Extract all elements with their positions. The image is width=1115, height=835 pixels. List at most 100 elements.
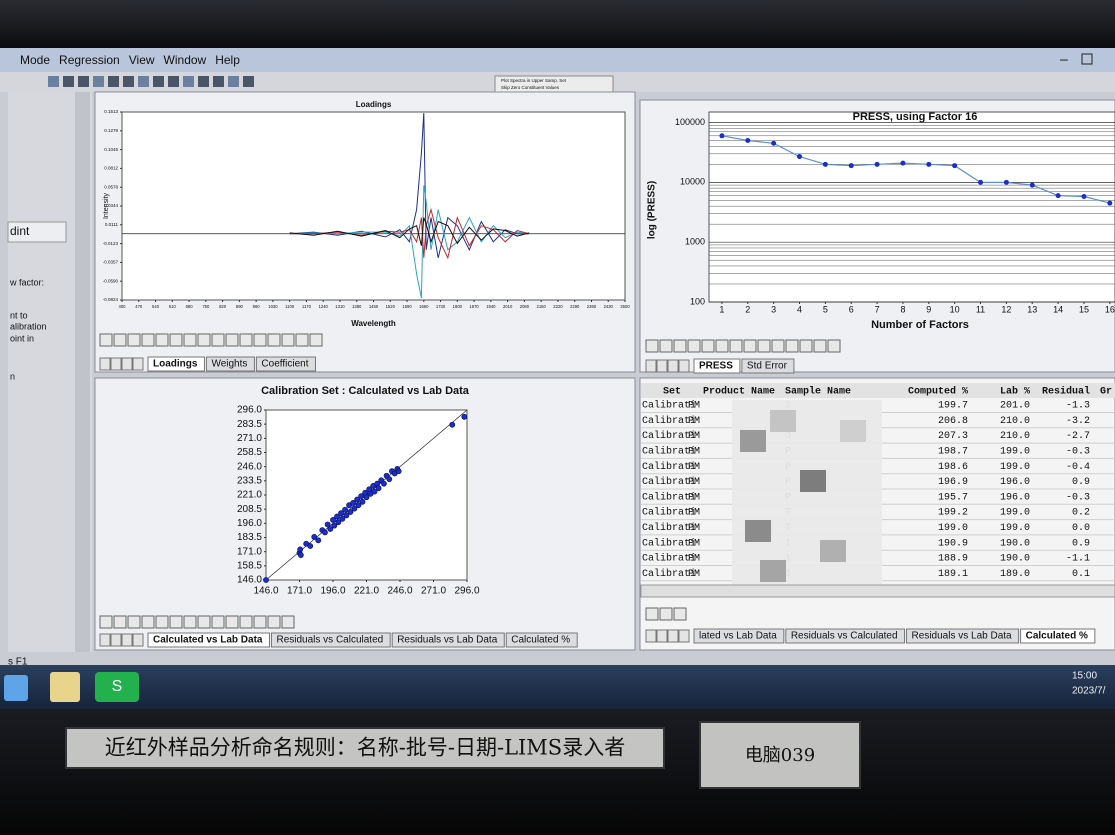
tab-nav-button[interactable] [667,359,679,373]
chart-tool-button[interactable] [281,333,295,347]
tab[interactable] [205,356,255,372]
chart-tool-button[interactable] [99,333,113,347]
option-label[interactable]: Skip Zero Constituent Values [501,85,560,90]
tab[interactable] [693,628,785,644]
menu-item[interactable]: Regression [59,53,120,67]
toolbar-button[interactable] [108,76,119,87]
toolbar-button[interactable] [243,76,254,87]
tab[interactable] [391,632,505,648]
tab[interactable] [147,356,205,372]
chart-tool-button[interactable] [673,339,687,353]
chart-tool-button[interactable] [309,333,323,347]
toolbar-button[interactable] [123,76,134,87]
chart-tool-button[interactable] [701,339,715,353]
tab-nav-button[interactable] [678,359,690,373]
tab-nav-button[interactable] [132,633,144,647]
chart-tool-button[interactable] [155,615,169,629]
tab-label[interactable]: lated vs Lab Data [699,631,777,642]
chart-tool-button[interactable] [127,615,141,629]
tab-nav-button[interactable] [667,629,679,643]
column-header[interactable]: Sample Name [785,386,851,398]
tab-nav-button[interactable] [656,629,668,643]
chart-tool-button[interactable] [127,333,141,347]
tab[interactable] [255,356,316,372]
taskbar-icon[interactable] [4,675,28,701]
column-header[interactable]: Set [663,387,681,398]
chart-tool-button[interactable] [253,333,267,347]
tab[interactable] [693,358,741,374]
chart-tool-button[interactable] [211,333,225,347]
option-label[interactable]: Plot Spectra in Upper Samp. Set [501,78,567,83]
tab-label[interactable]: Residuals vs Lab Data [912,631,1012,642]
tab-nav-button[interactable] [645,359,657,373]
toolbar-button[interactable] [78,76,89,87]
tab[interactable] [906,628,1020,644]
toolbar-button[interactable] [228,76,239,87]
menu-item[interactable]: Mode [20,53,50,67]
column-header[interactable]: Gr [1100,387,1112,398]
hscrollbar[interactable] [640,584,1115,598]
menu-item[interactable]: Window [164,53,207,67]
menu-item[interactable]: Help [215,53,240,67]
tab[interactable] [741,358,795,374]
tab-nav-button[interactable] [99,357,111,371]
chart-tool-button[interactable] [645,607,659,621]
chart-tool-button[interactable] [729,339,743,353]
chart-tool-button[interactable] [113,615,127,629]
chart-tool-button[interactable] [771,339,785,353]
toolbar-button[interactable] [168,76,179,87]
column-header[interactable]: Product Name [703,386,775,398]
chart-tool-button[interactable] [155,333,169,347]
restore-button[interactable] [1081,53,1093,65]
toolbar-button[interactable] [198,76,209,87]
chart-tool-button[interactable] [295,333,309,347]
taskbar-icon[interactable] [50,672,80,702]
tab[interactable] [270,632,391,648]
toolbar-button[interactable] [93,76,104,87]
chart-tool-button[interactable] [715,339,729,353]
chart-tool-button[interactable] [785,339,799,353]
tab-nav-button[interactable] [110,357,122,371]
chart-tool-button[interactable] [169,615,183,629]
tab-label[interactable]: Residuals vs Lab Data [397,635,497,646]
chart-tool-button[interactable] [813,339,827,353]
chart-tool-button[interactable] [799,339,813,353]
chart-tool-button[interactable] [757,339,771,353]
toolbar-button[interactable] [153,76,164,87]
taskbar-icon[interactable] [95,672,139,702]
chart-tool-button[interactable] [267,615,281,629]
chart-tool-button[interactable] [183,333,197,347]
chart-tool-button[interactable] [743,339,757,353]
tab-nav-button[interactable] [110,633,122,647]
chart-tool-button[interactable] [239,615,253,629]
tab-label[interactable]: Std Error [747,361,788,372]
column-header[interactable]: Computed % [908,386,968,398]
chart-tool-button[interactable] [211,615,225,629]
chart-tool-button[interactable] [225,615,239,629]
chart-tool-button[interactable] [827,339,841,353]
chart-tool-button[interactable] [99,615,113,629]
chart-tool-button[interactable] [225,333,239,347]
sidebar-scrollbar[interactable] [75,92,90,652]
chart-tool-button[interactable] [687,339,701,353]
chart-tool-button[interactable] [239,333,253,347]
chart-tool-button[interactable] [141,333,155,347]
tab-nav-button[interactable] [645,629,657,643]
tab-label[interactable]: Coefficient [261,359,308,370]
chart-tool-button[interactable] [169,333,183,347]
toolbar-button[interactable] [63,76,74,87]
tab-label[interactable]: Calculated vs Lab Data [153,635,263,646]
toolbar-button[interactable] [213,76,224,87]
column-header[interactable]: Lab % [1000,386,1030,398]
tab-nav-button[interactable] [656,359,668,373]
tab-nav-button[interactable] [132,357,144,371]
chart-tool-button[interactable] [267,333,281,347]
tab-label[interactable]: PRESS [699,361,733,372]
chart-tool-button[interactable] [113,333,127,347]
tab-label[interactable]: Weights [211,359,247,370]
menu-item[interactable]: View [129,53,155,67]
chart-tool-button[interactable] [141,615,155,629]
chart-tool-button[interactable] [197,615,211,629]
tab[interactable] [1020,628,1096,644]
tab[interactable] [147,632,270,648]
